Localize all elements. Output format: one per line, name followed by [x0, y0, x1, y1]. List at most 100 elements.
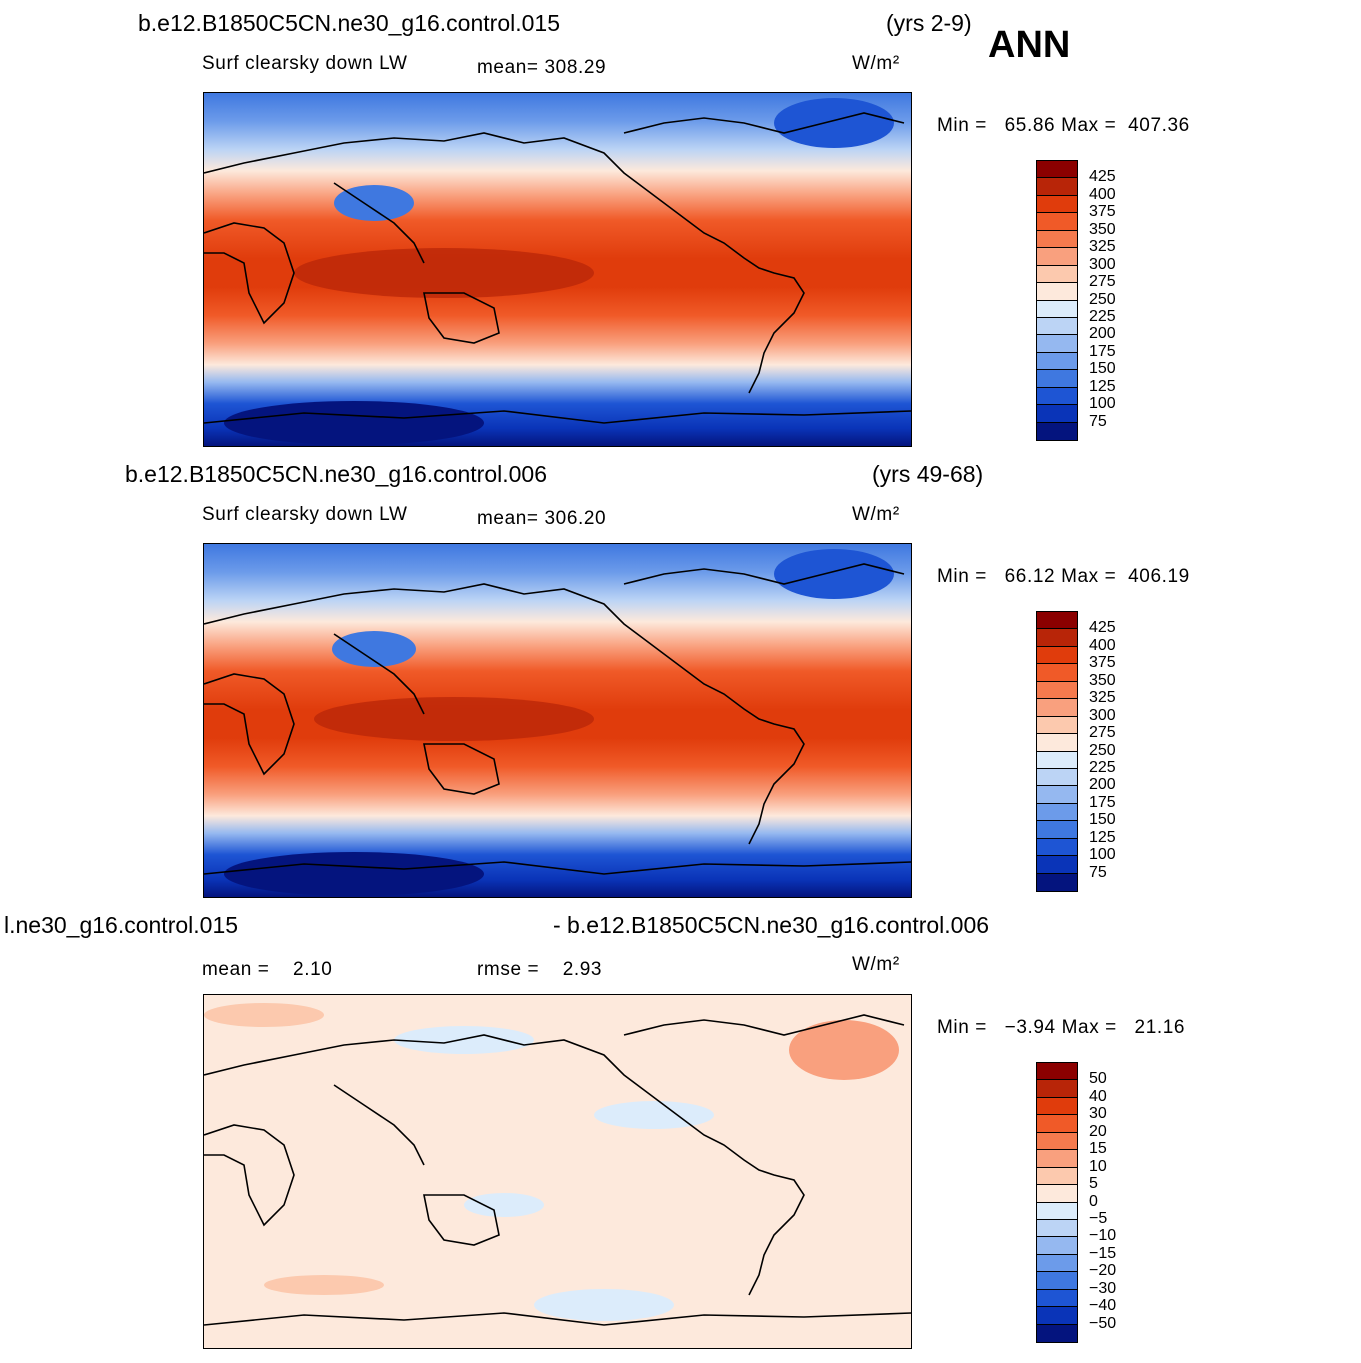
colorbar-tick-label: 375	[1089, 654, 1116, 672]
colorbar-swatch	[1037, 1132, 1077, 1151]
colorbar-tick-label: −20	[1089, 1262, 1117, 1280]
panel1-coastlines	[204, 112, 911, 424]
panel2-variable: Surf clearsky down LW	[202, 504, 408, 525]
colorbar-swatch	[1037, 612, 1077, 630]
season-label: ANN	[988, 24, 1071, 66]
colorbar-swatch	[1037, 786, 1077, 804]
panel2-tibet-cold	[332, 631, 416, 667]
colorbar-swatch	[1037, 387, 1077, 406]
panel1-tibet-cold	[334, 185, 414, 221]
colorbar-tick-label: 400	[1089, 185, 1116, 203]
colorbar-swatch	[1037, 352, 1077, 371]
colorbar-tick-label: 5	[1089, 1175, 1098, 1193]
colorbar-tick-label: −50	[1089, 1314, 1117, 1332]
colorbar-swatch	[1037, 195, 1077, 214]
panel2-mean-value: 306.20	[544, 508, 607, 529]
panel3-colorbar	[1036, 1062, 1078, 1343]
panel1-mean-value: 308.29	[544, 57, 607, 78]
colorbar-swatch	[1037, 768, 1077, 787]
colorbar-swatch	[1037, 283, 1077, 301]
colorbar-swatch	[1037, 803, 1077, 822]
panel1-min-value: 65.86	[1004, 115, 1056, 136]
colorbar-swatch	[1037, 422, 1077, 440]
colorbar-swatch	[1037, 1150, 1077, 1168]
colorbar-tick-label: 50	[1089, 1070, 1107, 1088]
colorbar-swatch	[1037, 265, 1077, 284]
colorbar-swatch	[1037, 838, 1077, 857]
panel2-warm-pool	[314, 697, 594, 741]
colorbar-tick-label: −15	[1089, 1244, 1117, 1262]
panel2-coastlines	[204, 563, 911, 875]
panel3-southern-cool	[534, 1289, 674, 1321]
panel1-years: (yrs 2-9)	[886, 10, 972, 36]
colorbar-tick-label: 425	[1089, 168, 1116, 186]
colorbar-tick-label: −5	[1089, 1209, 1108, 1227]
panel1-variable: Surf clearsky down LW	[202, 53, 408, 74]
colorbar-tick-label: 250	[1089, 290, 1116, 308]
colorbar-tick-label: 150	[1089, 360, 1116, 378]
panel3-southern-warm	[264, 1275, 384, 1295]
colorbar-tick-label: 375	[1089, 203, 1116, 221]
panel2-colorbar	[1036, 611, 1078, 892]
colorbar-swatch	[1037, 1254, 1077, 1273]
colorbar-swatch	[1037, 1289, 1077, 1308]
colorbar-swatch	[1037, 716, 1077, 735]
colorbar-swatch	[1037, 178, 1077, 196]
colorbar-tick-label: 175	[1089, 793, 1116, 811]
colorbar-tick-label: −10	[1089, 1227, 1117, 1245]
colorbar-tick-label: 30	[1089, 1105, 1107, 1123]
colorbar-tick-label: 20	[1089, 1122, 1107, 1140]
panel2-units: W/m²	[852, 504, 900, 525]
panel1-antarctica-cold	[224, 401, 484, 445]
panel2-mean: mean= 306.20	[477, 508, 606, 530]
panel3-rmse-label: rmse =	[477, 959, 540, 980]
panel1-units: W/m²	[852, 53, 900, 74]
colorbar-swatch	[1037, 629, 1077, 647]
colorbar-swatch	[1037, 1063, 1077, 1081]
panel3-pacific-cool	[594, 1101, 714, 1129]
panel2-antarctica-cold	[224, 852, 484, 896]
panel1-max-label: Max =	[1061, 115, 1117, 136]
panel3-map-svg	[204, 995, 911, 1348]
colorbar-swatch	[1037, 1080, 1077, 1098]
colorbar-tick-label: 425	[1089, 619, 1116, 637]
colorbar-tick-label: −40	[1089, 1297, 1117, 1315]
panel3-rmse-value: 2.93	[562, 959, 603, 980]
colorbar-swatch	[1037, 821, 1077, 839]
colorbar-swatch	[1037, 681, 1077, 700]
panel2-greenland-cold	[774, 549, 894, 599]
panel3-coastlines	[204, 1014, 911, 1326]
colorbar-tick-label: 125	[1089, 377, 1116, 395]
panel3-title-left: l.ne30_g16.control.015	[4, 912, 239, 938]
colorbar-tick-label: 200	[1089, 776, 1116, 794]
panel3-minmax: Min = −3.94 Max = 21.16	[937, 1017, 1185, 1039]
panel1-mean: mean= 308.29	[477, 57, 606, 79]
panel3-max-value: 21.16	[1134, 1017, 1186, 1038]
colorbar-tick-label: 200	[1089, 325, 1116, 343]
panel2-mean-label: mean=	[477, 508, 539, 529]
panel1-warm-pool	[294, 248, 594, 298]
colorbar-swatch	[1037, 161, 1077, 179]
panel2-min-value: 66.12	[1004, 566, 1056, 587]
panel1-colorbar	[1036, 160, 1078, 441]
panel2-minmax: Min = 66.12 Max = 406.19	[937, 566, 1190, 588]
colorbar-tick-label: 225	[1089, 307, 1116, 325]
colorbar-tick-label: 275	[1089, 724, 1116, 742]
colorbar-tick-label: 250	[1089, 741, 1116, 759]
panel2-max-value: 406.19	[1128, 566, 1190, 587]
colorbar-swatch	[1037, 230, 1077, 249]
colorbar-tick-label: 350	[1089, 671, 1116, 689]
colorbar-swatch	[1037, 405, 1077, 423]
panel3-mean: mean = 2.10	[202, 959, 332, 981]
panel3-max-label: Max =	[1061, 1017, 1117, 1038]
colorbar-tick-label: 15	[1089, 1140, 1107, 1158]
colorbar-swatch	[1037, 370, 1077, 388]
panel1-map	[203, 92, 912, 447]
colorbar-swatch	[1037, 300, 1077, 318]
colorbar-swatch	[1037, 1167, 1077, 1186]
colorbar-tick-label: 300	[1089, 706, 1116, 724]
colorbar-swatch	[1037, 646, 1077, 665]
colorbar-swatch	[1037, 1202, 1077, 1220]
colorbar-tick-label: 150	[1089, 811, 1116, 829]
panel3-min-value: −3.94	[1004, 1017, 1056, 1038]
